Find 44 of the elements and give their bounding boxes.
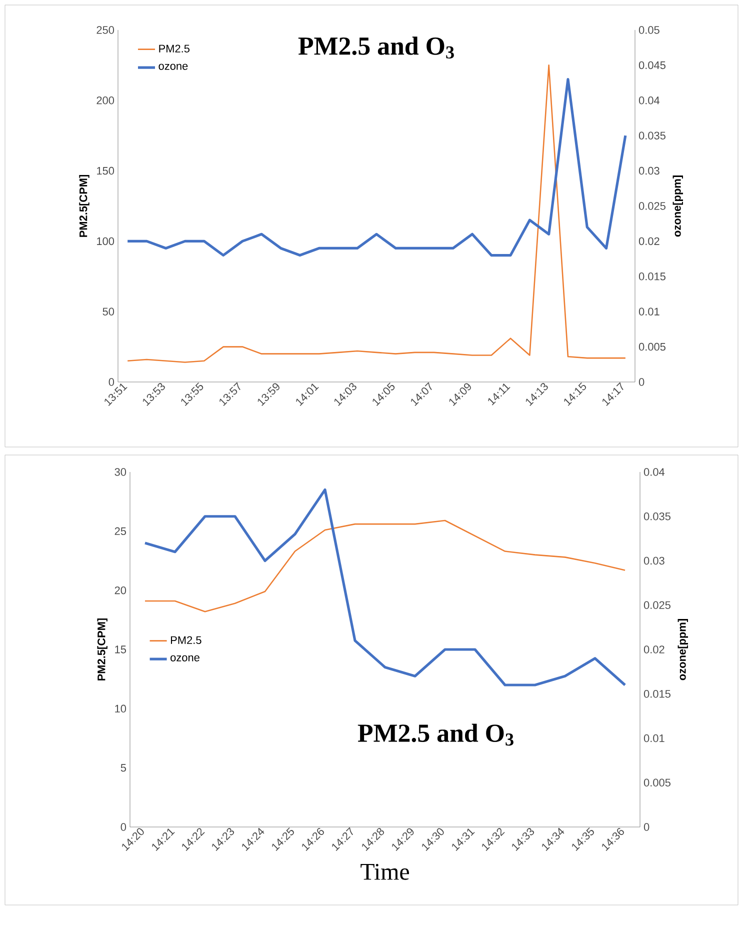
y-tick-label: 250: [96, 26, 114, 34]
y-axis-title: PM2.5[CPM]: [79, 174, 90, 237]
y2-tick-label: 0.015: [644, 690, 670, 698]
y2-tick-label: 0.04: [638, 96, 660, 104]
y-tick-label: 100: [97, 237, 114, 246]
y2-tick-label: 0.025: [644, 601, 670, 609]
y2-tick-label: 0: [638, 378, 644, 386]
legend-label: ozone: [158, 64, 188, 70]
y2-tick-label: 0.01: [638, 308, 660, 316]
y2-tick-label: 0.01: [644, 734, 664, 742]
y-tick-label: 200: [96, 96, 114, 104]
y2-tick-label: 0.03: [644, 556, 664, 565]
y2-tick-label: 0.025: [638, 202, 666, 210]
y-tick-label: 150: [97, 166, 114, 175]
y2-tick-label: 0.035: [638, 132, 666, 140]
y-tick-label: 15: [115, 646, 126, 654]
y2-tick-label: 0.035: [644, 512, 670, 520]
y2-tick-label: 0.02: [644, 646, 664, 654]
y-tick-label: 10: [115, 704, 126, 713]
line-series: [144, 488, 626, 686]
text: PM2.5 and O$_{3}$: [358, 724, 514, 746]
y2-axis-title: ozone[ppm]: [678, 619, 688, 680]
y-tick-label: 30: [114, 468, 126, 476]
y2-tick-label: 0.005: [644, 778, 670, 786]
x-axis-title: Time: [360, 864, 409, 880]
y2-tick-label: 0.005: [638, 342, 666, 351]
y2-tick-label: 0.03: [638, 166, 660, 175]
y2-tick-label: 0.04: [644, 468, 665, 476]
y2-axis-title: ozone[ppm]: [672, 176, 683, 237]
chart-title: PM2.5 and O$_{3}$: [298, 36, 454, 59]
y-tick-label: 50: [102, 308, 114, 316]
legend-label: ozone: [170, 655, 200, 662]
y-tick-label: 5: [120, 764, 126, 772]
y-tick-label: 25: [114, 527, 126, 536]
y-tick-label: 0: [108, 378, 114, 386]
y2-tick-label: 0.05: [638, 26, 660, 34]
y2-tick-label: 0.02: [638, 237, 660, 246]
y2-tick-label: 0: [644, 823, 650, 831]
legend-label: PM2.5: [159, 44, 190, 52]
legend-label: PM2.5: [170, 636, 202, 644]
y2-tick-label: 0.015: [638, 272, 666, 280]
y-tick-label: 20: [114, 586, 126, 594]
y2-tick-label: 0.045: [638, 61, 666, 70]
y-axis-title: PM2.5[CPM]: [97, 618, 108, 680]
